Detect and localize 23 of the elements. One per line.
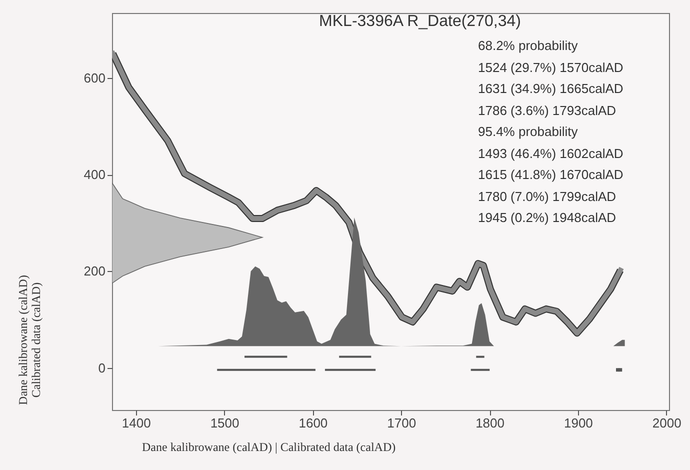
x-tick-label: 1800	[476, 416, 504, 430]
x-tick-label: 1500	[210, 416, 240, 430]
x-tick-label: 1400	[122, 416, 151, 430]
annotation: 1786 (3.6%) 1793calAD	[478, 102, 618, 120]
y-tick-label: 400	[84, 167, 106, 182]
annotation: 1524 (29.7%) 1570calAD	[478, 58, 624, 77]
chart-title: MKL-3396A R_Date(270,34)	[318, 13, 522, 31]
x-tick-label: 2000	[652, 416, 682, 430]
annotation: 1493 (46.4%) 1602calAD	[478, 144, 624, 163]
y-tick-label: 0	[98, 360, 106, 376]
y-tick-label: 600	[84, 70, 106, 86]
annotation: 1945 (0.2%) 1948calAD	[478, 209, 618, 227]
annotation: 1615 (41.8%) 1670calAD	[478, 166, 624, 184]
annotation: 95.4% probability	[478, 123, 579, 141]
x-axis-title: Dane kalibrowane (calAD) | Calibrated data (calAD)	[142, 440, 396, 455]
annotation: 1631 (34.9%) 1665calAD	[478, 80, 624, 98]
x-tick-label: 1600	[298, 416, 328, 430]
x-tick-label: 1900	[564, 416, 593, 430]
y-tick-label: 200	[84, 264, 106, 279]
y-axis-title: Dane kalibrowane (calAD) Calibrated data (calAD)	[16, 275, 43, 405]
annotation: 1780 (7.0%) 1799calAD	[478, 188, 618, 206]
x-tick-label: 1700	[387, 416, 416, 430]
annotation: 68.2% probability	[478, 37, 579, 55]
